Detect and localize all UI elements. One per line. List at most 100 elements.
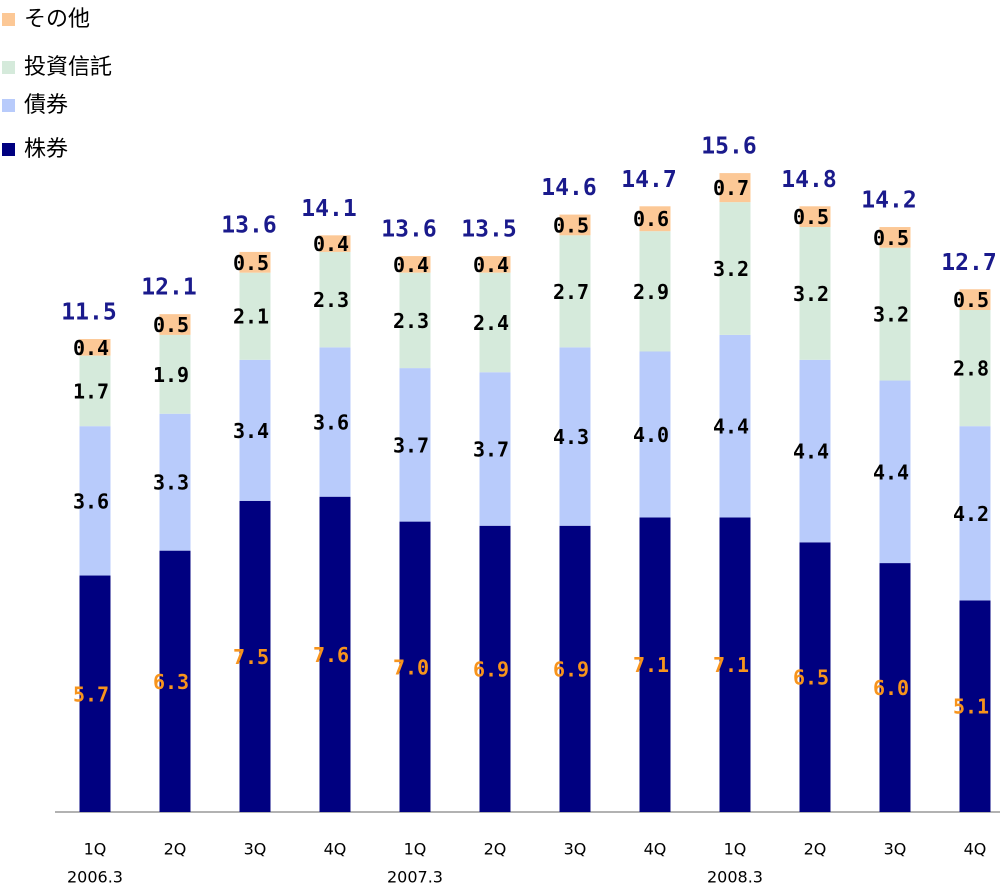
bar-segment (959, 289, 991, 311)
value-label: 2.7 (553, 280, 589, 304)
value-label: 4.4 (793, 440, 829, 464)
period-label: 2008.3 (707, 868, 763, 887)
bar-segment (799, 206, 831, 228)
bar-segment (319, 235, 351, 252)
legend-swatch (2, 61, 15, 74)
value-label: 5.7 (73, 682, 109, 706)
x-tick-label: 4Q (964, 840, 987, 859)
value-label: 0.4 (313, 232, 349, 256)
bar-segment (319, 251, 351, 348)
bar-segment (159, 314, 191, 335)
legend-swatch (2, 143, 15, 156)
value-label: 3.7 (393, 433, 429, 457)
bar-segment (559, 214, 591, 236)
value-label: 0.5 (153, 313, 189, 337)
bar-segment (639, 351, 671, 518)
value-label: 7.5 (233, 645, 269, 669)
value-label: 0.5 (233, 251, 269, 275)
bar-segment (79, 355, 111, 427)
total-label: 14.8 (781, 167, 836, 193)
x-tick-label: 3Q (244, 840, 267, 859)
bar-segment (719, 517, 751, 812)
bar-segment (879, 380, 911, 564)
value-label: 0.5 (953, 288, 989, 312)
value-label: 4.3 (553, 425, 589, 449)
bar-segment (719, 202, 751, 335)
bar-segment (639, 206, 671, 232)
value-label: 3.4 (233, 419, 269, 443)
value-label: 7.6 (313, 643, 349, 667)
value-label: 3.6 (313, 411, 349, 435)
value-label: 0.4 (393, 253, 429, 277)
bar-segment (399, 272, 431, 369)
bar-segment (239, 272, 271, 360)
value-label: 1.7 (73, 379, 109, 403)
x-tick-label: 1Q (404, 840, 427, 859)
bar-segment (559, 525, 591, 812)
x-tick-label: 2Q (804, 840, 827, 859)
value-label: 7.0 (393, 655, 429, 679)
x-tick-label: 3Q (884, 840, 907, 859)
period-label: 2006.3 (67, 868, 123, 887)
value-label: 3.7 (473, 437, 509, 461)
total-label: 13.6 (221, 212, 276, 238)
total-label: 13.5 (461, 217, 516, 243)
value-label: 0.6 (633, 207, 669, 231)
total-label: 14.6 (541, 175, 596, 201)
bar-segment (239, 251, 271, 273)
value-label: 6.9 (553, 657, 589, 681)
bar-segment (639, 517, 671, 812)
x-tick-label: 4Q (324, 840, 347, 859)
bar-segment (319, 347, 351, 497)
value-label: 0.5 (553, 213, 589, 237)
value-label: 6.9 (473, 657, 509, 681)
x-tick-label: 2Q (484, 840, 507, 859)
bar-segment (159, 550, 191, 812)
x-tick-label: 4Q (644, 840, 667, 859)
value-label: 5.1 (953, 695, 989, 719)
bar-segment (159, 334, 191, 414)
bar-segment (719, 334, 751, 518)
value-label: 4.4 (713, 415, 749, 439)
value-label: 0.4 (473, 253, 509, 277)
legend-label: その他 (24, 7, 90, 32)
bar-segment (479, 525, 511, 812)
value-label: 3.2 (713, 257, 749, 281)
bar-segment (559, 347, 591, 526)
bar-segment (559, 235, 591, 348)
bar-segment (479, 272, 511, 373)
total-label: 13.6 (381, 217, 436, 243)
bar-segment (959, 426, 991, 601)
value-label: 7.1 (633, 653, 669, 677)
bar-segment (879, 227, 911, 248)
legend-label: 投資信託 (24, 55, 112, 80)
bar-segment (879, 247, 911, 381)
value-label: 6.0 (873, 676, 909, 700)
x-tick-label: 1Q (84, 840, 107, 859)
bar-segment (399, 521, 431, 812)
value-label: 0.7 (713, 176, 749, 200)
value-label: 2.9 (633, 280, 669, 304)
value-label: 2.3 (313, 288, 349, 312)
bar-segment (959, 600, 991, 812)
legend-swatch (2, 99, 15, 112)
bar-segment (719, 173, 751, 203)
total-label: 14.7 (621, 167, 676, 193)
bar-segment (959, 310, 991, 427)
bar-segment (239, 359, 271, 501)
x-tick-label: 2Q (164, 840, 187, 859)
value-label: 3.3 (153, 471, 189, 495)
value-label: 4.4 (873, 460, 909, 484)
x-tick-label: 1Q (724, 840, 747, 859)
value-label: 7.1 (713, 653, 749, 677)
value-label: 6.3 (153, 670, 189, 694)
total-label: 12.1 (141, 275, 196, 301)
value-label: 0.5 (793, 205, 829, 229)
bar-segment (799, 227, 831, 360)
bar-segment (479, 256, 511, 273)
value-label: 6.5 (793, 666, 829, 690)
x-tick-label: 3Q (564, 840, 587, 859)
bar-segment (319, 496, 351, 812)
total-label: 11.5 (61, 300, 116, 326)
